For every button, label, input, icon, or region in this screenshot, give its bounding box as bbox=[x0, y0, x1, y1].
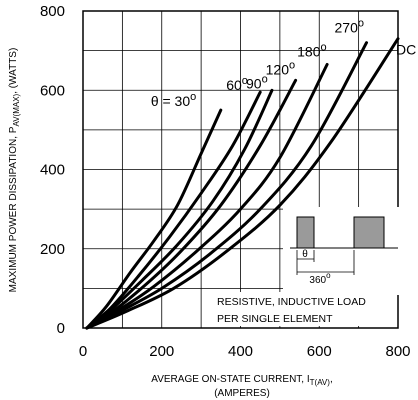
x-axis-label: AVERAGE ON-STATE CURRENT, IT(AV), bbox=[151, 374, 332, 387]
x-tick-label: 600 bbox=[307, 343, 332, 360]
curve-label: 60o bbox=[226, 75, 248, 93]
y-tick-label: 200 bbox=[40, 241, 65, 258]
curves bbox=[85, 37, 400, 330]
y-tick-label: 600 bbox=[40, 82, 65, 99]
curve-label: 180o bbox=[297, 41, 326, 59]
annotation-background bbox=[213, 292, 397, 326]
curve-label: 90o bbox=[246, 73, 268, 91]
x-tick-label: 200 bbox=[149, 343, 174, 360]
waveform-inset: θ 360o bbox=[283, 207, 400, 295]
curve-line bbox=[85, 78, 298, 330]
curve-line bbox=[85, 63, 329, 330]
x-tick-label: 400 bbox=[228, 343, 253, 360]
curve-line bbox=[85, 88, 274, 330]
curve-label: DC bbox=[396, 42, 416, 58]
curve-label: θ = 30o bbox=[151, 91, 196, 109]
y-axis-label: MAXIMUM POWER DISSIPATION, PAV(MAX), (WA… bbox=[8, 48, 21, 293]
curve-label: 270o bbox=[335, 18, 364, 36]
y-tick-label: 400 bbox=[40, 162, 65, 179]
inset-period-label: 360o bbox=[309, 271, 331, 286]
curve-line bbox=[85, 90, 262, 330]
y-tick-labels: 0 200 400 600 800 bbox=[40, 3, 65, 337]
inset-pulse-1 bbox=[296, 216, 315, 249]
x-tick-label: 0 bbox=[79, 343, 87, 360]
curve-line bbox=[85, 108, 223, 330]
curve-line bbox=[85, 41, 368, 330]
x-tick-labels: 0 200 400 600 800 bbox=[79, 343, 411, 360]
plot-frame bbox=[82, 10, 399, 329]
y-tick-label: 0 bbox=[57, 320, 65, 337]
inset-theta-label: θ bbox=[302, 249, 308, 260]
curve-label: 120o bbox=[266, 59, 295, 77]
x-axis-label-units: (AMPERES) bbox=[214, 388, 270, 399]
annotation-line-1: RESISTIVE, INDUCTIVE LOAD bbox=[217, 296, 366, 308]
annotation-line-2: PER SINGLE ELEMENT bbox=[217, 313, 333, 325]
inset-pulse-2 bbox=[353, 216, 385, 249]
x-tick-label: 800 bbox=[385, 343, 410, 360]
y-tick-label: 800 bbox=[40, 3, 65, 20]
curve-line bbox=[85, 37, 400, 330]
